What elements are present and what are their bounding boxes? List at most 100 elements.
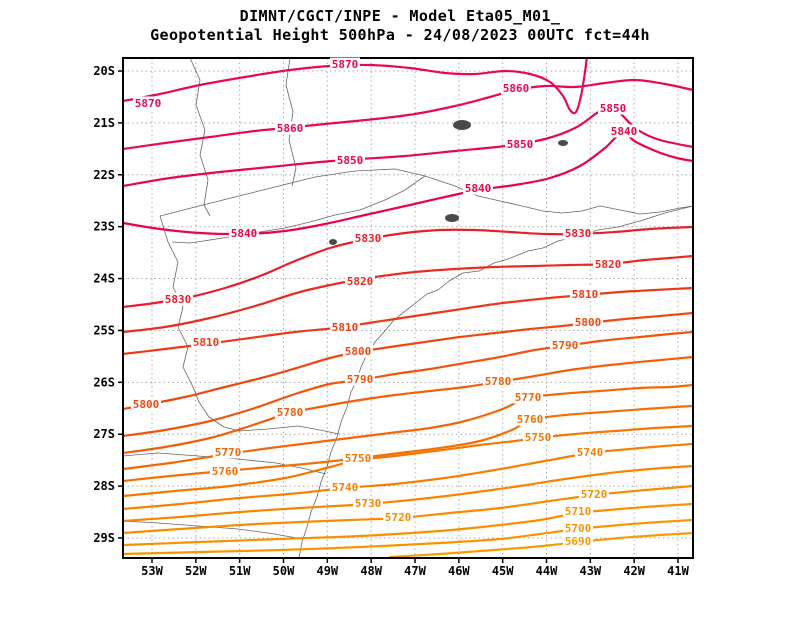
contour-label-5720: 5720 <box>581 488 608 501</box>
contour-label-5840: 5840 <box>231 227 258 240</box>
contour-label-bg <box>598 101 628 115</box>
chart-title-line1: DIMNT/CGCT/INPE - Model Eta05_M01_ <box>239 7 561 25</box>
x-tick-label: 47W <box>404 564 426 578</box>
geo-coastline <box>298 205 693 558</box>
y-tick-label: 29S <box>93 531 115 545</box>
contour-label-bg <box>463 181 493 195</box>
contour-line-5820 <box>123 254 693 334</box>
geo-state-border-pr-sc <box>123 452 327 475</box>
contour-label-bg <box>593 257 623 271</box>
contour-line-5770 <box>123 383 693 471</box>
y-tick-label: 25S <box>93 323 115 337</box>
chart-title-block: DIMNT/CGCT/INPE - Model Eta05_M01_ Geopo… <box>0 7 800 44</box>
contour-label-bg <box>609 124 639 138</box>
contour-line-5720 <box>123 484 693 535</box>
chart-title-line2: Geopotential Height 500hPa - 24/08/2023 … <box>150 26 650 44</box>
contour-label-bg <box>275 405 305 419</box>
contour-label-5840: 5840 <box>465 182 492 195</box>
x-tick-label: 49W <box>316 564 338 578</box>
contour-label-5790: 5790 <box>347 373 374 386</box>
contour-label-bg <box>330 320 360 334</box>
contour-label-bg <box>515 412 545 426</box>
contour-label-bg <box>210 464 240 478</box>
contour-label-bg <box>563 534 593 548</box>
contour-line-5840 <box>123 131 693 236</box>
contour-label-bg <box>575 445 605 459</box>
water-body <box>558 140 568 146</box>
contour-label-5870: 5870 <box>135 97 162 110</box>
contour-label-5810: 5810 <box>193 336 220 349</box>
contour-label-5820: 5820 <box>347 275 374 288</box>
contour-label-bg <box>163 292 193 306</box>
contour-label-bg <box>335 153 365 167</box>
contour-label-bg <box>513 390 543 404</box>
contour-label-bg <box>229 226 259 240</box>
contour-label-5720: 5720 <box>385 511 412 524</box>
contour-line-5870 <box>123 58 588 115</box>
x-tick-label: 41W <box>667 564 689 578</box>
contour-label-layer: 5870 5870 5860 5860 5850 5850 5850 5840 5840 5840… <box>131 57 639 548</box>
contour-label-5860: 5860 <box>503 82 530 95</box>
contour-label-5850: 5850 <box>600 102 627 115</box>
contour-label-bg <box>505 137 535 151</box>
contour-label-5700: 5700 <box>565 522 592 535</box>
contour-label-bg <box>563 226 593 240</box>
contour-line-5800 <box>123 311 693 411</box>
contour-label-bg <box>133 96 163 110</box>
contour-label-bg <box>383 510 413 524</box>
y-tick-label: 27S <box>93 427 115 441</box>
contour-line-5810 <box>123 286 693 356</box>
contour-label-5850: 5850 <box>507 138 534 151</box>
contour-label-5710: 5710 <box>565 505 592 518</box>
contour-label-bg <box>275 121 305 135</box>
contour-line-5740 <box>123 442 693 511</box>
y-tick-label: 20S <box>93 64 115 78</box>
contour-line-5730 <box>123 464 693 523</box>
x-tick-label: 48W <box>360 564 382 578</box>
y-tick-label: 22S <box>93 168 115 182</box>
water-body <box>453 120 471 130</box>
water-body <box>329 239 337 245</box>
contour-label-5690: 5690 <box>565 535 592 548</box>
contour-label-5870: 5870 <box>332 58 359 71</box>
contour-label-bg <box>330 480 360 494</box>
y-tick-label: 28S <box>93 479 115 493</box>
contour-label-bg <box>343 344 373 358</box>
contour-label-5750: 5750 <box>345 452 372 465</box>
geo-state-border-north <box>159 168 693 217</box>
contour-label-5810: 5810 <box>572 288 599 301</box>
contour-label-5800: 5800 <box>345 345 372 358</box>
contour-line-5860 <box>123 78 693 151</box>
contour-label-5810: 5810 <box>332 321 359 334</box>
x-tick-label: 53W <box>141 564 163 578</box>
x-tick-label: 45W <box>492 564 514 578</box>
contour-label-5780: 5780 <box>277 406 304 419</box>
contour-line-5700 <box>123 518 693 556</box>
contour-label-bg <box>563 504 593 518</box>
plot-border <box>122 57 694 559</box>
contour-label-5760: 5760 <box>517 413 544 426</box>
contour-label-5760: 5760 <box>212 465 239 478</box>
y-tick-label: 23S <box>93 220 115 234</box>
contour-label-5790: 5790 <box>552 339 579 352</box>
contour-label-5730: 5730 <box>355 497 382 510</box>
x-tick-label: 42W <box>623 564 645 578</box>
contour-line-5690 <box>388 531 693 558</box>
contour-label-5850: 5850 <box>337 154 364 167</box>
contour-label-bg <box>191 335 221 349</box>
geo-state-border-west-south <box>159 215 340 435</box>
x-tick-label: 52W <box>185 564 207 578</box>
contour-label-5770: 5770 <box>515 391 542 404</box>
contour-label-bg <box>330 57 360 71</box>
contour-label-5840: 5840 <box>611 125 638 138</box>
y-tick-label: 21S <box>93 116 115 130</box>
contour-label-5770: 5770 <box>215 446 242 459</box>
x-tick-label: 44W <box>536 564 558 578</box>
contour-label-bg <box>501 81 531 95</box>
contour-label-bg <box>573 315 603 329</box>
contour-label-bg <box>353 231 383 245</box>
contour-label-bg <box>570 287 600 301</box>
contour-line-5790 <box>123 330 693 438</box>
contour-label-bg <box>550 338 580 352</box>
